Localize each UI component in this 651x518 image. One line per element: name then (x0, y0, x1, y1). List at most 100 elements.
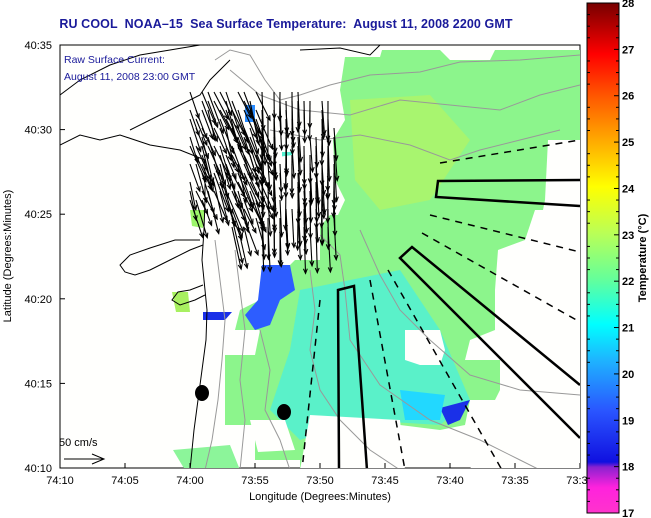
contour-line (309, 269, 398, 468)
current-vector (261, 91, 264, 130)
current-vector (213, 100, 230, 130)
coastline-bay (119, 239, 204, 276)
colorbar (586, 2, 620, 514)
current-vector (189, 181, 197, 210)
y-tick-label: 40:30 (24, 125, 52, 137)
current-vector (201, 127, 216, 156)
current-vector (255, 172, 274, 211)
radar-beams-dashed (301, 139, 580, 468)
current-vector (243, 217, 259, 255)
contour-line (229, 69, 580, 116)
current-vector (207, 100, 219, 128)
sst-patch-cyan-se (400, 390, 445, 420)
current-vector (207, 145, 226, 185)
current-vector-head (295, 126, 301, 134)
current-vector (297, 136, 301, 175)
current-vector-head (260, 124, 266, 132)
current-vector (201, 163, 214, 192)
current-vector (249, 127, 259, 154)
data-gap-east (470, 140, 580, 468)
current-vector (249, 136, 263, 167)
current-vector (231, 208, 243, 238)
current-vector-head (251, 227, 257, 234)
current-vector (195, 154, 212, 190)
x-axis-label: Longitude (Degrees:Minutes) (249, 491, 391, 503)
current-vector-head (207, 220, 213, 227)
current-vector-head (295, 245, 301, 252)
current-vector-head (267, 160, 272, 167)
current-vector (219, 109, 238, 143)
current-vector-head (314, 267, 320, 275)
current-vector (237, 172, 253, 208)
y-axis-label: Latitude (Degrees:Minutes) (2, 190, 14, 323)
current-vector (333, 217, 337, 260)
current-vector-head (272, 227, 278, 234)
x-tick-label: 73:50 (306, 475, 334, 487)
radar-station-marker (195, 385, 209, 401)
current-vector (333, 136, 338, 181)
dashed-line (421, 232, 580, 323)
colorbar-tick-label: 26 (622, 91, 634, 103)
current-vector (231, 109, 246, 136)
current-vector (231, 145, 246, 181)
current-vector (279, 118, 283, 150)
current-vector-head (333, 196, 339, 203)
current-vector-head (307, 135, 313, 142)
current-vector (243, 163, 260, 197)
current-vector (219, 190, 230, 226)
current-vector-head (278, 144, 284, 152)
coastline-river (171, 284, 206, 306)
current-vector (309, 172, 312, 205)
current-vector (231, 118, 247, 150)
colorbar-tick-label: 25 (622, 137, 634, 149)
current-vector (249, 181, 265, 209)
map-title: RU COOL NOAA–15 Sea Surface Temperature:… (59, 17, 513, 31)
current-vector (261, 136, 265, 183)
current-vector (213, 190, 228, 221)
colorbar-tick-label: 20 (622, 369, 634, 381)
current-vector (201, 199, 213, 226)
contour-line (234, 249, 246, 468)
current-vector-head (267, 230, 273, 238)
sst-patch-sw (173, 445, 240, 468)
current-vector (261, 217, 265, 259)
y-tick-label: 40:25 (24, 209, 52, 221)
current-vector (261, 190, 264, 217)
current-vector (243, 199, 254, 224)
current-vector (255, 109, 273, 150)
scale-arrow-label: 50 cm/s (59, 437, 98, 449)
current-vector-head (278, 194, 284, 202)
current-vector-head (278, 261, 284, 269)
current-vector-head (226, 183, 232, 191)
current-vector (291, 145, 295, 178)
dashed-line (301, 299, 321, 468)
current-vector-head (265, 115, 271, 122)
current-vector (279, 226, 282, 267)
coastline (60, 45, 381, 468)
x-tick-label: 73:40 (436, 475, 464, 487)
current-vector-head (225, 220, 230, 227)
y-tick-label: 40:15 (24, 378, 52, 390)
current-vector (237, 226, 248, 269)
current-vector (261, 118, 266, 165)
contour-line (319, 234, 538, 468)
current-vector (303, 226, 307, 274)
current-vector (201, 109, 214, 139)
current-vector (237, 190, 249, 227)
current-label-line2: August 11, 2008 23:00 GMT (64, 71, 196, 83)
colorbar-tick-label: 23 (622, 230, 634, 242)
current-vector (213, 91, 229, 120)
current-vector (291, 118, 295, 148)
current-vector-head (202, 140, 208, 147)
current-vector-head (239, 257, 244, 265)
current-vector (219, 91, 233, 116)
sst-patch-blue-west (245, 265, 295, 330)
colorbar-tick-label: 17 (622, 508, 634, 518)
x-tick-label: 73:35 (501, 475, 529, 487)
coastline-north (60, 45, 201, 96)
current-vector (213, 172, 229, 212)
current-vector-head (268, 213, 274, 220)
current-vector-head (302, 137, 308, 144)
current-vector-head (284, 170, 290, 177)
current-vector-head (209, 133, 214, 141)
